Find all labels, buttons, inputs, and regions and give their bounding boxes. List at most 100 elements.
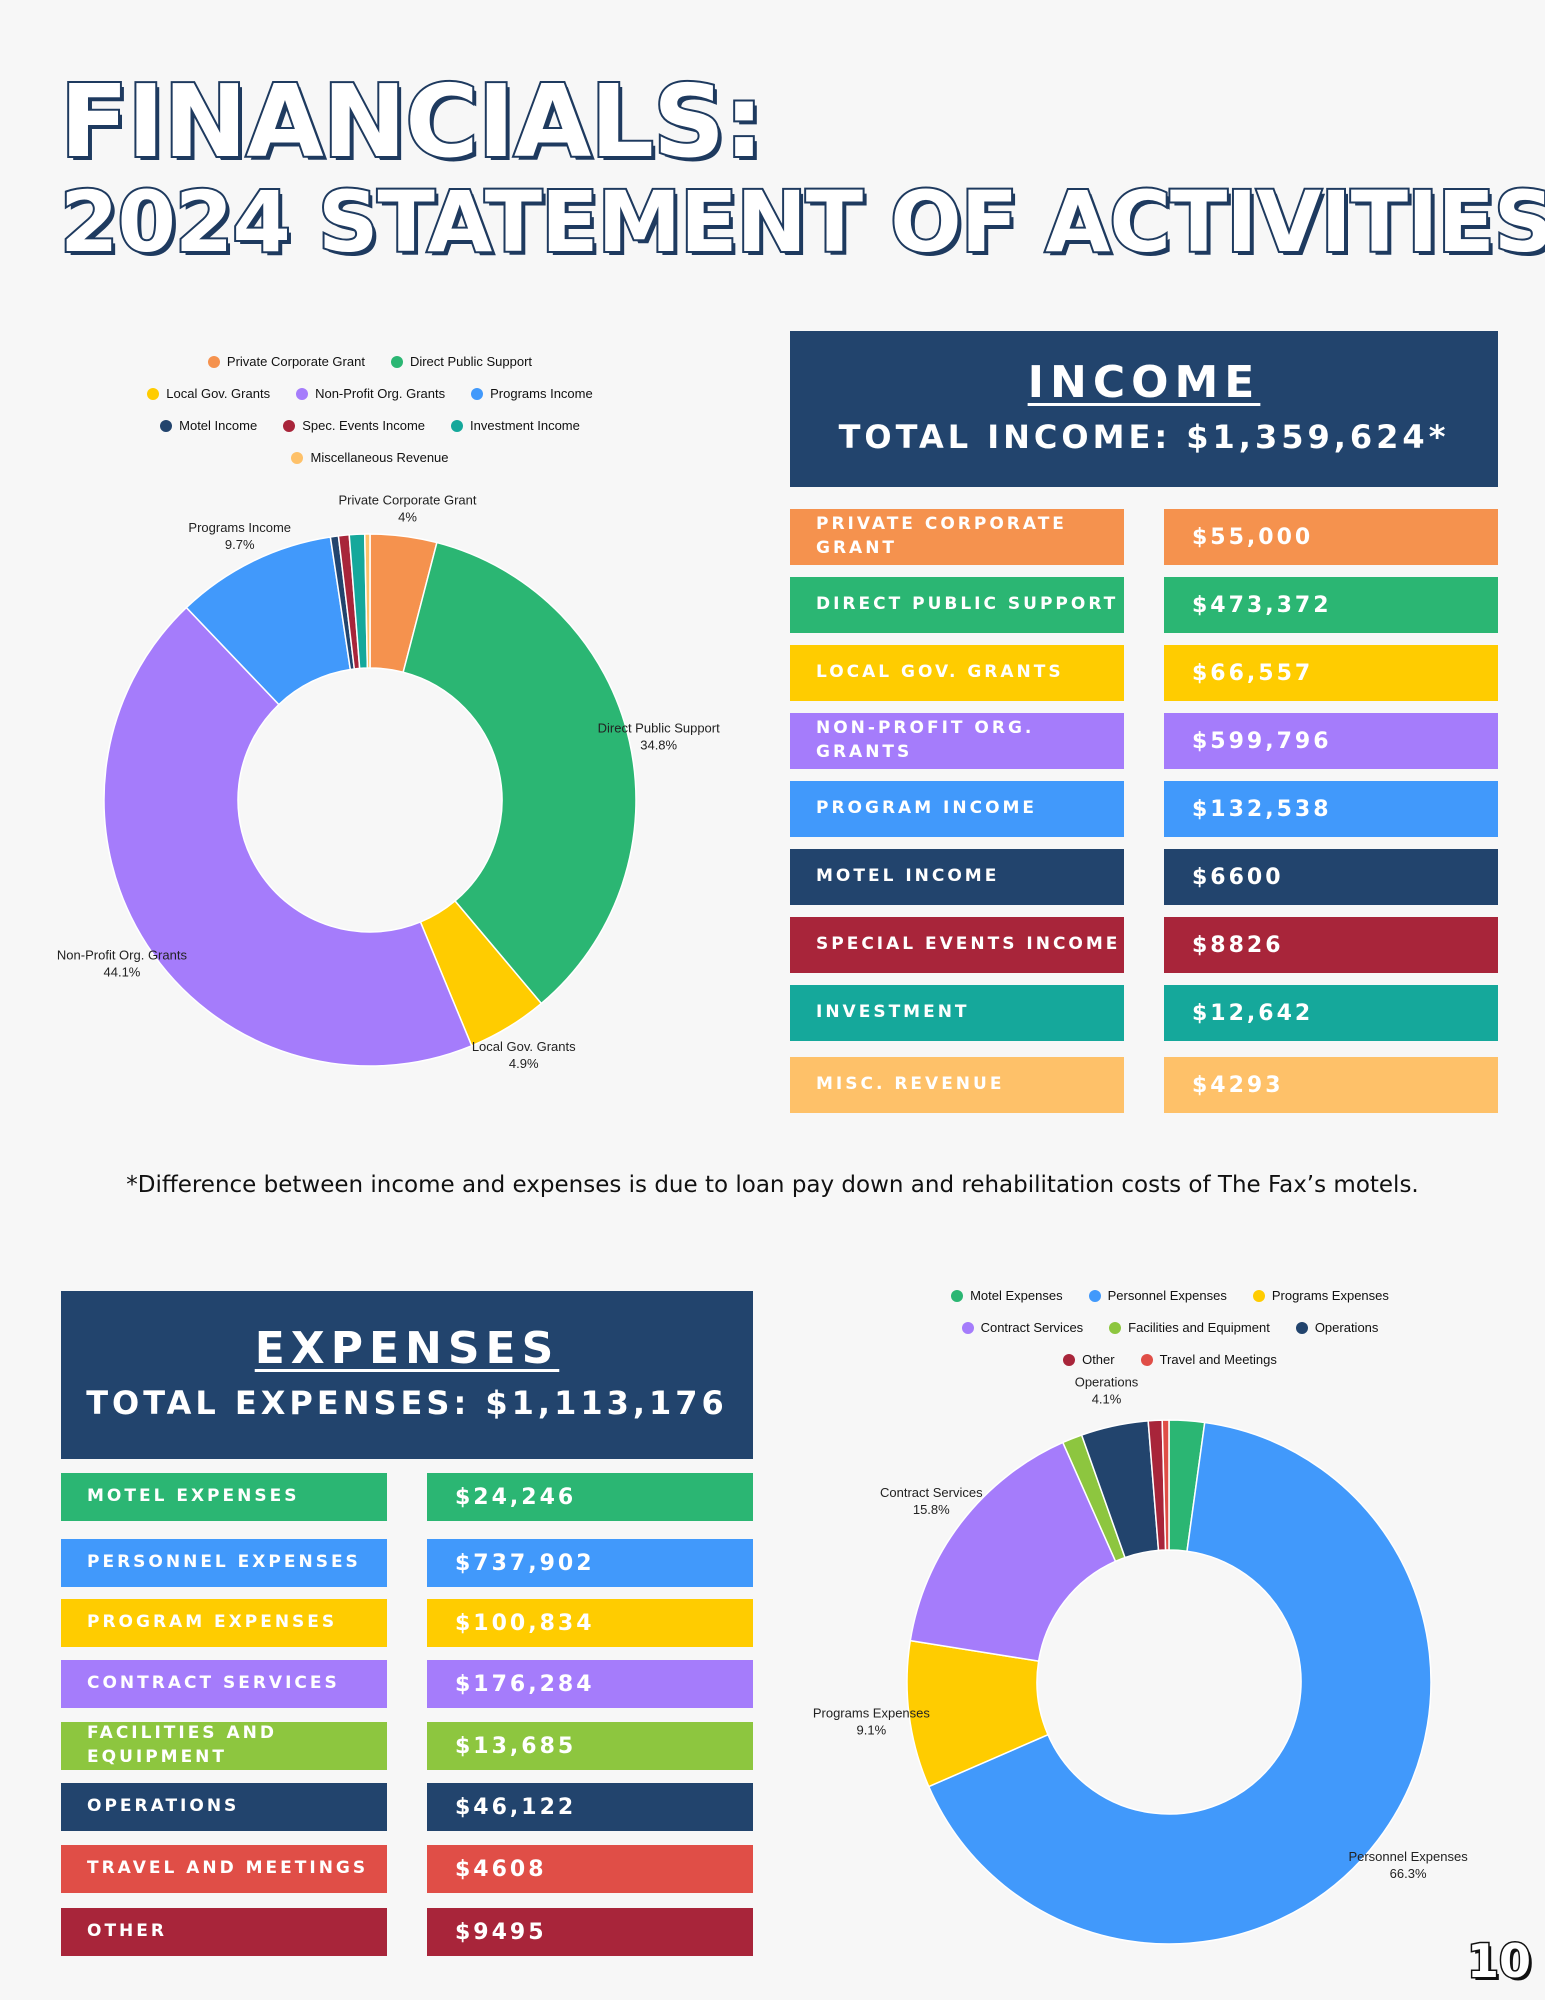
legend-text: Miscellaneous Revenue (310, 450, 449, 465)
legend-swatch (951, 1289, 964, 1302)
slice-label-programs-expenses: Programs Expenses 9.1% (813, 1706, 931, 1738)
slice-label-non-profit-org-grants: Non-Profit Org. Grants 44.1% (57, 948, 188, 980)
expenses-total: TOTAL EXPENSES: $1,113,176 (86, 1384, 728, 1422)
legend-item-contract-services: Contract Services (961, 1320, 1083, 1335)
page-subtitle: 2024 STATEMENT OF ACTIVITIES (58, 173, 1545, 271)
legend-text: Travel and Meetings (1159, 1352, 1277, 1367)
expenses-value-personnel-expenses: $737,902 (427, 1539, 753, 1587)
legend-item-travel-and-meetings: Travel and Meetings (1140, 1352, 1277, 1367)
slice-label-percent: 15.8% (913, 1502, 950, 1517)
legend-item-operations: Operations (1295, 1320, 1378, 1335)
slice-label-name: Contract Services (880, 1485, 983, 1500)
legend-swatch (451, 419, 464, 432)
legend-item-non-profit-org-grants: Non-Profit Org. Grants (296, 386, 445, 401)
expenses-heading: EXPENSES (254, 1323, 560, 1374)
legend-swatch (1088, 1289, 1101, 1302)
legend-swatch (1063, 1353, 1076, 1366)
slice-label-percent: 44.1% (104, 965, 141, 980)
expenses-label-travel-and-meetings: TRAVEL AND MEETINGS (61, 1845, 387, 1893)
page-number: 10 (1465, 1933, 1532, 1990)
legend-item-programs-income: Programs Income (471, 386, 593, 401)
income-label-investment: INVESTMENT (790, 985, 1124, 1041)
slice-label-local-gov-grants: Local Gov. Grants 4.9% (472, 1039, 576, 1071)
legend-swatch (291, 451, 304, 464)
legend-swatch (283, 419, 296, 432)
income-value-motel-income: $6600 (1164, 849, 1498, 905)
legend-item-spec-events-income: Spec. Events Income (283, 418, 425, 433)
slice-label-percent: 4.9% (509, 1056, 539, 1071)
income-label-motel-income: MOTEL INCOME (790, 849, 1124, 905)
legend-swatch (471, 387, 484, 400)
expenses-label-contract-services: CONTRACT SERVICES (61, 1660, 387, 1708)
legend-swatch (207, 355, 220, 368)
expenses-label-personnel-expenses: PERSONNEL EXPENSES (61, 1539, 387, 1587)
expenses-label-program-expenses: PROGRAM EXPENSES (61, 1599, 387, 1647)
expenses-label-other: OTHER (61, 1908, 387, 1956)
legend-text: Private Corporate Grant (226, 354, 365, 369)
legend-text: Other (1082, 1352, 1115, 1367)
legend-swatch (296, 387, 309, 400)
income-label-direct-public-support: DIRECT PUBLIC SUPPORT (790, 577, 1124, 633)
income-label-special-events-income: SPECIAL EVENTS INCOME (790, 917, 1124, 973)
income-value-direct-public-support: $473,372 (1164, 577, 1498, 633)
income-label-local-gov-grants: LOCAL GOV. GRANTS (790, 645, 1124, 701)
slice-label-direct-public-support: Direct Public Support 34.8% (598, 721, 720, 753)
legend-swatch (1109, 1321, 1122, 1334)
slice-label-name: Private Corporate Grant (339, 492, 477, 507)
legend-text: Spec. Events Income (302, 418, 426, 433)
income-chart-legend: Private Corporate Grant Direct Public Sup… (90, 354, 650, 482)
legend-swatch (1295, 1321, 1308, 1334)
legend-text: Motel Income (179, 418, 258, 433)
slice-label-name: Programs Expenses (813, 1706, 931, 1721)
legend-item-investment-income: Investment Income (451, 418, 580, 433)
legend-text: Programs Expenses (1271, 1288, 1389, 1303)
legend-item-programs-expenses: Programs Expenses (1252, 1288, 1389, 1303)
expenses-value-travel-and-meetings: $4608 (427, 1845, 753, 1893)
slice-label-personnel-expenses: Personnel Expenses 66.3% (1348, 1849, 1468, 1881)
slice-label-name: Operations (1075, 1375, 1139, 1390)
slice-label-name: Non-Profit Org. Grants (57, 948, 188, 963)
legend-item-direct-public-support: Direct Public Support (390, 354, 532, 369)
income-donut-chart: Private Corporate Grant 4% Direct Public S… (57, 492, 720, 1071)
slice-label-percent: 66.3% (1390, 1866, 1427, 1881)
income-value-special-events-income: $8826 (1164, 917, 1498, 973)
income-value-local-gov-grants: $66,557 (1164, 645, 1498, 701)
expenses-label-motel-expenses: MOTEL EXPENSES (61, 1473, 387, 1521)
income-value-investment: $12,642 (1164, 985, 1498, 1041)
footnote: *Difference between income and expenses … (126, 1172, 1419, 1198)
income-total: TOTAL INCOME: $1,359,624* (838, 418, 1450, 456)
slice-label-percent: 34.8% (640, 738, 677, 753)
expenses-label-operations: OPERATIONS (61, 1783, 387, 1831)
legend-swatch (147, 387, 160, 400)
legend-text: Motel Expenses (970, 1288, 1063, 1303)
legend-item-personnel-expenses: Personnel Expenses (1088, 1288, 1227, 1303)
expenses-chart-legend: Motel Expenses Personnel Expenses Programs… (880, 1288, 1460, 1384)
expenses-header-panel: EXPENSES TOTAL EXPENSES: $1,113,176 (61, 1291, 753, 1459)
slice-label-name: Direct Public Support (598, 721, 720, 736)
slice-label-private-corporate-grant: Private Corporate Grant 4% (339, 492, 477, 524)
legend-item-local-gov-grants: Local Gov. Grants (147, 386, 270, 401)
slice-label-percent: 4% (398, 509, 417, 524)
legend-item-private-corporate-grant: Private Corporate Grant (207, 354, 365, 369)
income-heading: INCOME (1027, 357, 1261, 408)
legend-item-motel-expenses: Motel Expenses (951, 1288, 1063, 1303)
income-label-program-income: PROGRAM INCOME (790, 781, 1124, 837)
legend-item-miscellaneous-revenue: Miscellaneous Revenue (291, 450, 449, 465)
legend-text: Local Gov. Grants (166, 386, 271, 401)
slice-label-contract-services: Contract Services 15.8% (880, 1485, 983, 1517)
income-header-panel: INCOME TOTAL INCOME: $1,359,624* (790, 331, 1498, 487)
slice-miscellaneous-revenue (363, 533, 371, 669)
legend-text: Personnel Expenses (1107, 1288, 1227, 1303)
expenses-value-contract-services: $176,284 (427, 1660, 753, 1708)
income-value-non-profit-org-grants: $599,796 (1164, 713, 1498, 769)
slice-label-percent: 4.1% (1092, 1392, 1122, 1407)
slice-label-percent: 9.1% (857, 1723, 887, 1738)
slice-label-name: Personnel Expenses (1348, 1849, 1468, 1864)
legend-item-motel-income: Motel Income (160, 418, 257, 433)
legend-text: Investment Income (470, 418, 580, 433)
slice-travel-and-meetings (1161, 1419, 1170, 1551)
expenses-value-operations: $46,122 (427, 1783, 753, 1831)
expenses-value-other: $9495 (427, 1908, 753, 1956)
expenses-donut-chart: Personnel Expenses 66.3% Programs Expenses… (813, 1375, 1468, 1945)
legend-swatch (1252, 1289, 1265, 1302)
